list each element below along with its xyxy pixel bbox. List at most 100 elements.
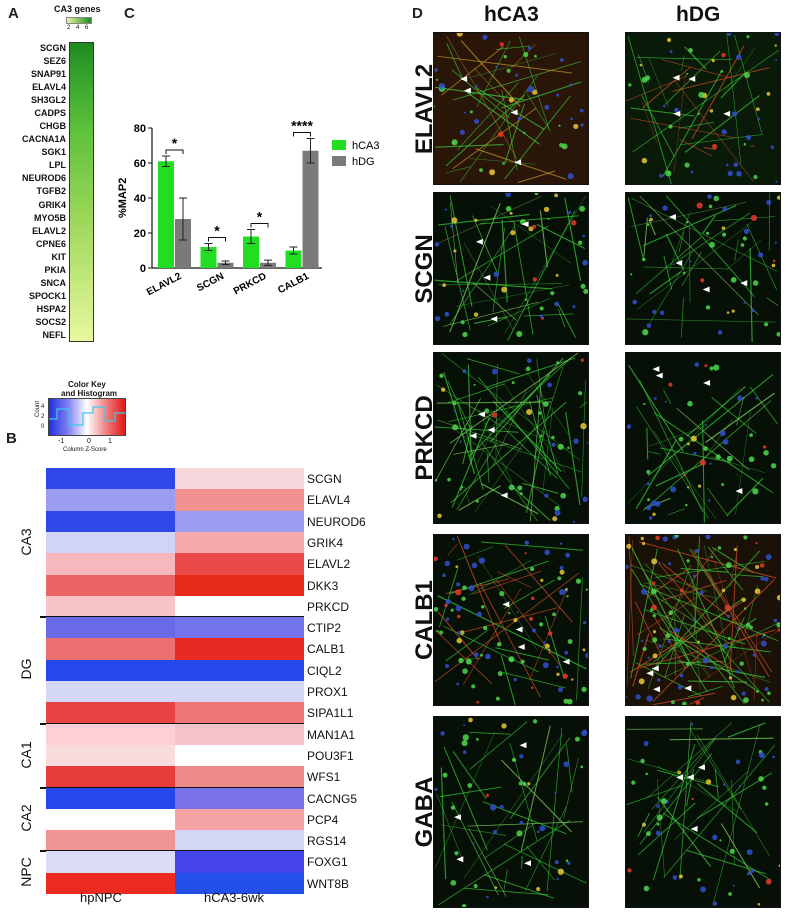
y-axis-label: %MAP2 [117,178,129,218]
color-key-xlabel: Column Z-Score [63,447,107,453]
heatmap-gene-label: WNT8B [307,876,349,891]
heatmap-cell [175,638,304,661]
y-tick-label: 60 [134,158,146,170]
y-tick-label: 20 [134,228,146,240]
panel-d-letter: D [412,5,423,22]
heatmap-cell [46,851,175,874]
panel-a-gene-label: SGK1 [41,147,66,158]
heatmap-gene-label: NEUROD6 [307,514,366,529]
bar-hDG-ELAVL2 [175,219,191,268]
heatmap-cell [46,617,175,639]
panel-a-gene-label: SNAP91 [30,69,66,80]
y-tick-label: 80 [134,123,146,135]
color-key-subtitle: and Histogram [61,389,118,398]
heatmap-cell [46,872,175,895]
heatmap-cell [175,808,304,831]
panel-c-letter: C [124,5,135,22]
heatmap-cell [46,659,175,682]
heatmap-cell [175,851,304,874]
color-key-ytick: 0 [41,424,45,430]
bar-hCA3-CALB1 [285,250,302,268]
heatmap-gene-label: CIQL2 [307,663,342,678]
panel-b-letter: B [6,430,17,447]
y-tick-label: 40 [134,193,146,205]
panel-a-scale-tick: 6 [85,25,89,31]
micrograph-image [625,534,781,706]
heatmap-cell [175,766,304,788]
panel-a-gene-label: SEZ6 [43,56,66,67]
color-key-xtick: -1 [58,438,65,445]
panel-b-column-label: hCA3-6wk [204,890,264,905]
legend-label: hDG [352,156,375,168]
heatmap-gene-label: SIPA1L1 [307,706,354,721]
heatmap-gene-label: DKK3 [307,578,339,593]
heatmap-cell [175,723,304,746]
heatmap-cell [46,702,175,725]
panel-a-gene-label: CACNA1A [21,134,66,145]
legend-swatch [332,156,346,166]
significance-bracket [250,223,269,228]
heatmap-cell [175,531,304,554]
panel-a-gene-label: TGFB2 [36,186,66,197]
heatmap-cell [46,595,175,618]
micrograph-image [433,716,589,908]
panel-a-title: CA3 genes [54,4,101,14]
panel-c-bar-chart: 0 20 40 60 80 %MAP2 * ELAVL2 * SCGN * PRKCD **** CALB… [117,118,380,299]
panel-b-column-label: hpNPC [80,890,122,905]
heatmap-cell [46,489,175,512]
heatmap-cell [46,574,175,597]
heatmap-cell [175,553,304,575]
panel-a-gene-label: LPL [49,160,66,171]
heatmap-cell [175,744,304,767]
heatmap-cell [175,872,304,895]
panel-a-gene-label: CADPS [34,108,66,119]
x-tick-label: PRKCD [232,271,269,297]
color-key-title: Color Key [68,380,106,389]
heatmap-gene-label: PCP4 [307,812,339,827]
significance-marker: **** [291,118,313,134]
significance-marker: * [257,209,263,225]
micrograph-image [433,192,589,345]
panel-a-letter: A [8,5,19,22]
heatmap-cell [175,574,304,597]
panel-a-heatmap-bar [69,42,94,342]
color-key-xtick: 0 [87,438,91,445]
heatmap-cell [175,617,304,639]
panel-a-scale-tick: 4 [76,25,80,31]
heatmap-gene-label: PROX1 [307,685,348,699]
heatmap-cell [175,489,304,512]
heatmap-cell [46,787,175,810]
heatmap-gene-label: CACNG5 [307,791,358,806]
heatmap-group-label: CA3 [18,527,34,556]
micrograph-image [625,32,781,185]
panel-a-gene-label: NEUROD6 [21,173,66,184]
heatmap-cell [46,510,175,533]
panel-a-scale-tick: 2 [67,25,71,31]
heatmap-cell [175,510,304,533]
heatmap-cell [46,808,175,831]
panel-a-gene-label: MYO5B [33,212,66,223]
color-key-xtick: 1 [108,438,112,445]
heatmap-cell [175,659,304,682]
significance-marker: * [172,135,178,151]
heatmap-cell [175,681,304,703]
heatmap-cell [46,553,175,575]
heatmap-gene-label: GRIK4 [307,535,344,550]
heatmap-group-label: DG [18,658,34,680]
heatmap-gene-label: POU3F1 [307,748,354,763]
heatmap-gene-label: FOXG1 [307,855,348,870]
panel-a-gene-label: GRIK4 [38,199,66,210]
heatmap-cell [46,830,175,852]
panel-a-gene-label: CHGB [39,121,67,132]
heatmap-group-label: CA2 [18,804,34,833]
heatmap-cell [175,468,304,490]
heatmap-gene-label: RGS14 [307,834,347,849]
heatmap-cell [175,830,304,852]
heatmap-group-label: NPC [18,856,34,887]
heatmap-gene-label: ELAVL2 [307,557,351,572]
significance-bracket [293,132,311,137]
panel-a-gene-label: NEFL [42,329,67,340]
significance-marker: * [214,223,220,239]
bar-hCA3-ELAVL2 [158,161,174,268]
heatmap-gene-label: PRKCD [307,599,350,614]
